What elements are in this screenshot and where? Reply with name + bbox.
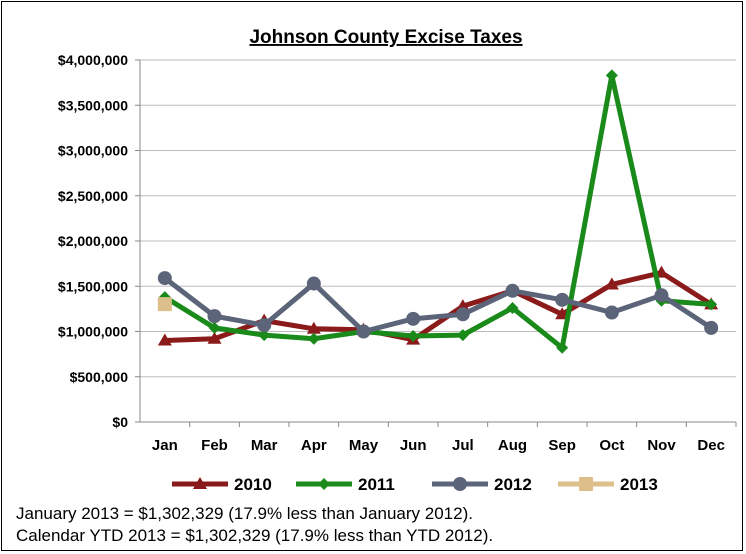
legend: 2010 2011 2012 2013	[172, 475, 658, 494]
x-tick-label: Mar	[251, 437, 278, 454]
data-point	[157, 297, 172, 312]
y-tick-label: $1,500,000	[58, 278, 128, 294]
data-point	[157, 271, 172, 286]
data-point	[604, 305, 619, 320]
data-point	[406, 311, 421, 326]
data-point	[654, 288, 669, 303]
data-point	[455, 307, 470, 322]
data-point	[455, 299, 470, 312]
x-tick-label: Apr	[301, 437, 327, 454]
data-point	[207, 309, 222, 324]
x-tick-label: Nov	[647, 437, 676, 454]
data-point	[705, 298, 718, 311]
legend-marker	[579, 477, 593, 491]
data-point	[207, 331, 222, 344]
data-point	[356, 324, 371, 339]
data-point	[307, 332, 320, 345]
note-ytd: Calendar YTD 2013 = $1,302,329 (17.9% le…	[16, 526, 494, 545]
series-2012	[157, 271, 719, 339]
data-point	[157, 333, 172, 346]
y-tick-label: $3,000,000	[58, 143, 128, 159]
series-line	[163, 72, 712, 351]
series-layer	[157, 69, 719, 354]
y-tick-label: $1,000,000	[58, 324, 128, 340]
y-tick-label: $0	[112, 414, 128, 430]
x-axis-ticks: Jan Feb Mar Apr May Jun Jul Aug Sep Oct Nov Dec	[152, 422, 737, 454]
data-point	[306, 276, 321, 291]
y-tick-label: $3,500,000	[58, 97, 128, 113]
data-point	[506, 301, 519, 314]
legend-marker	[453, 477, 467, 491]
legend-label: 2011	[358, 475, 395, 494]
data-point	[704, 320, 719, 335]
y-tick-label: $2,500,000	[58, 188, 128, 204]
x-tick-label: May	[349, 437, 379, 454]
x-tick-label: Aug	[498, 437, 527, 454]
data-point	[306, 321, 321, 334]
data-point	[604, 277, 619, 290]
x-tick-label: Jan	[152, 437, 178, 454]
chart-title: Johnson County Excise Taxes	[249, 27, 522, 48]
data-point	[258, 329, 271, 342]
x-tick-label: Jun	[400, 437, 427, 454]
y-tick-label: $4,000,000	[58, 52, 128, 68]
data-point	[556, 341, 569, 354]
line-chart: Johnson County Excise Taxes $0 $500,000 $1…	[58, 27, 737, 494]
legend-marker	[318, 478, 330, 490]
note-january: January 2013 = $1,302,329 (17.9% less th…	[16, 504, 473, 523]
series-2013	[157, 297, 172, 312]
data-point	[407, 330, 420, 343]
x-tick-label: Oct	[599, 437, 624, 454]
x-tick-label: Feb	[201, 437, 228, 454]
data-point	[456, 329, 469, 342]
series-2011	[158, 69, 718, 354]
y-axis-ticks: $0 $500,000 $1,000,000 $1,500,000 $2,000,000…	[58, 52, 128, 430]
data-point	[605, 69, 618, 82]
data-point	[555, 292, 570, 307]
legend-label: 2013	[620, 475, 658, 494]
x-tick-label: Sep	[548, 437, 576, 454]
data-point	[208, 321, 221, 334]
legend-marker	[193, 477, 207, 489]
legend-label: 2010	[234, 475, 272, 494]
data-point	[257, 318, 272, 333]
x-tick-label: Dec	[697, 437, 725, 454]
x-tick-label: Jul	[452, 437, 474, 454]
data-point	[505, 283, 520, 298]
y-tick-label: $2,000,000	[58, 233, 128, 249]
y-tick-label: $500,000	[70, 369, 129, 385]
legend-label: 2012	[494, 475, 532, 494]
series-line	[163, 276, 713, 334]
